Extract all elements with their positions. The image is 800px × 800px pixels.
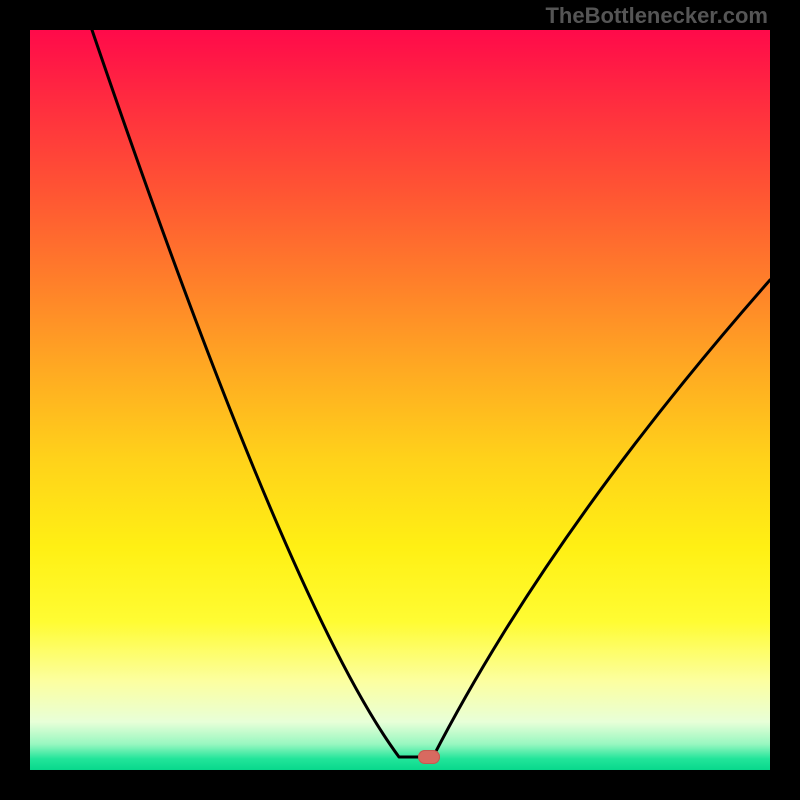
watermark: TheBottlenecker.com: [545, 3, 768, 29]
optimal-point-marker: [418, 750, 440, 764]
plot-area: [30, 30, 770, 770]
chart-frame: TheBottlenecker.com: [0, 0, 800, 800]
bottleneck-curve: [30, 30, 770, 770]
